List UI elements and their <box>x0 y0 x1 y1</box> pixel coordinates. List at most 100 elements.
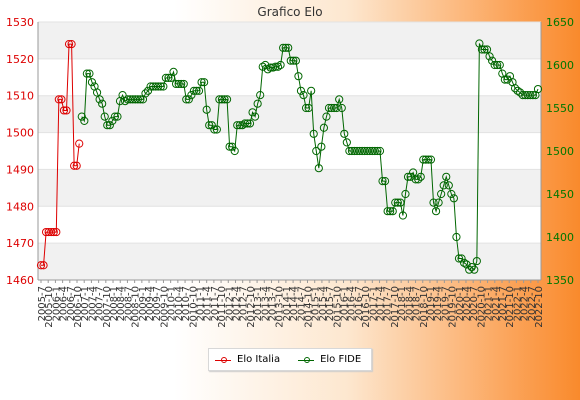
x-tick-label: 2007-10 <box>102 286 113 328</box>
x-tick-label: 2015-1 <box>311 286 322 321</box>
x-tick-label: 2018-1 <box>397 286 408 321</box>
x-tick-label: 2016-7 <box>354 286 365 321</box>
x-tick-label: 2015-4 <box>318 286 329 321</box>
data-point <box>526 91 535 100</box>
y-left-tick-label: 1520 <box>6 53 34 66</box>
x-tick-label: 2006-10 <box>73 286 84 328</box>
y-right-tick-label: 1650 <box>546 16 574 29</box>
data-point <box>493 60 502 70</box>
data-point <box>291 56 300 65</box>
legend-marker-fide <box>298 355 315 365</box>
x-tick-label: 2021-7 <box>498 286 509 321</box>
data-point <box>141 89 150 98</box>
x-tick-label: 2008-7 <box>123 286 134 321</box>
data-point <box>431 207 441 216</box>
data-point <box>187 91 196 100</box>
data-point <box>82 69 91 78</box>
data-point <box>442 172 451 181</box>
data-point <box>467 263 476 272</box>
data-point <box>317 142 326 151</box>
data-point <box>414 175 423 184</box>
data-point <box>284 43 293 52</box>
data-point <box>100 112 109 121</box>
data-point <box>340 129 349 138</box>
data-point <box>87 78 97 87</box>
data-point <box>245 119 255 128</box>
legend-item-elo-italia[interactable]: Elo Italia <box>215 354 280 365</box>
data-point <box>80 116 89 126</box>
data-point <box>386 207 395 216</box>
data-point <box>301 103 311 113</box>
legend-item-elo-fide[interactable]: Elo FIDE <box>298 354 361 365</box>
x-tick-label: 2012-10 <box>246 286 257 328</box>
legend-marker-italia <box>215 355 231 365</box>
data-point <box>235 121 244 130</box>
data-point <box>444 181 453 190</box>
data-point <box>465 265 474 274</box>
x-tick-label: 2019-10 <box>448 286 459 328</box>
data-point <box>312 146 321 156</box>
data-point <box>319 123 329 132</box>
x-tick-label: 2009-4 <box>145 286 156 321</box>
data-point <box>113 112 122 121</box>
x-tick-label: 2017-1 <box>368 286 379 321</box>
data-point <box>212 125 221 134</box>
y-left-tick-label: 1490 <box>6 163 34 176</box>
x-tick-label: 2008-4 <box>116 286 127 321</box>
data-point <box>154 82 163 91</box>
x-tick-label: 2017-10 <box>390 286 401 328</box>
x-tick-label: 2012-1 <box>224 286 235 321</box>
x-tick-label: 2006-7 <box>66 286 77 321</box>
data-point <box>75 139 84 148</box>
x-tick-label: 2020-4 <box>462 286 473 321</box>
data-point <box>370 146 379 156</box>
x-tick-label: 2009-10 <box>159 286 170 328</box>
x-tick-label: 2009-7 <box>152 286 163 321</box>
data-point <box>174 79 183 89</box>
x-tick-label: 2007-1 <box>80 286 91 321</box>
x-tick-label: 2007-4 <box>87 286 98 321</box>
data-point <box>273 62 283 71</box>
x-tick-label: 2016-10 <box>361 286 372 328</box>
x-tick-label: 2012-4 <box>231 286 242 321</box>
x-tick-label: 2014-10 <box>304 286 315 328</box>
data-point <box>477 45 487 54</box>
data-point <box>184 95 193 104</box>
data-point <box>309 129 318 138</box>
data-point <box>409 168 418 177</box>
x-tick-label: 2010-7 <box>181 286 192 321</box>
data-point <box>528 91 538 100</box>
data-point <box>85 69 94 78</box>
data-point <box>447 189 456 199</box>
data-point <box>250 112 260 121</box>
data-point <box>332 103 341 113</box>
data-point <box>179 79 188 89</box>
data-point <box>454 254 464 263</box>
data-point <box>470 265 479 274</box>
data-point <box>133 95 142 104</box>
x-tick-label: 2011-4 <box>203 286 214 321</box>
data-point <box>266 63 275 72</box>
data-point <box>225 142 234 151</box>
data-point <box>279 43 288 52</box>
legend-label-italia: Elo Italia <box>237 354 281 365</box>
data-point <box>406 172 415 181</box>
data-point <box>480 45 489 54</box>
data-point <box>437 189 446 199</box>
x-tick-label: 2017-4 <box>376 286 387 321</box>
x-tick-label: 2022-10 <box>534 286 545 328</box>
data-point <box>271 62 280 71</box>
data-point <box>403 172 413 181</box>
x-tick-label: 2005-10 <box>44 286 55 328</box>
data-point <box>378 177 387 186</box>
x-tick-label: 2011-7 <box>210 286 221 321</box>
y-right-tick-label: 1500 <box>546 145 574 158</box>
data-point <box>110 112 120 121</box>
data-point <box>335 95 344 104</box>
data-point <box>47 227 56 237</box>
data-point <box>286 56 295 65</box>
data-point <box>238 121 247 130</box>
x-tick-label: 2014-4 <box>289 286 300 321</box>
x-tick-label: 2010-4 <box>174 286 185 321</box>
data-point <box>105 121 114 130</box>
